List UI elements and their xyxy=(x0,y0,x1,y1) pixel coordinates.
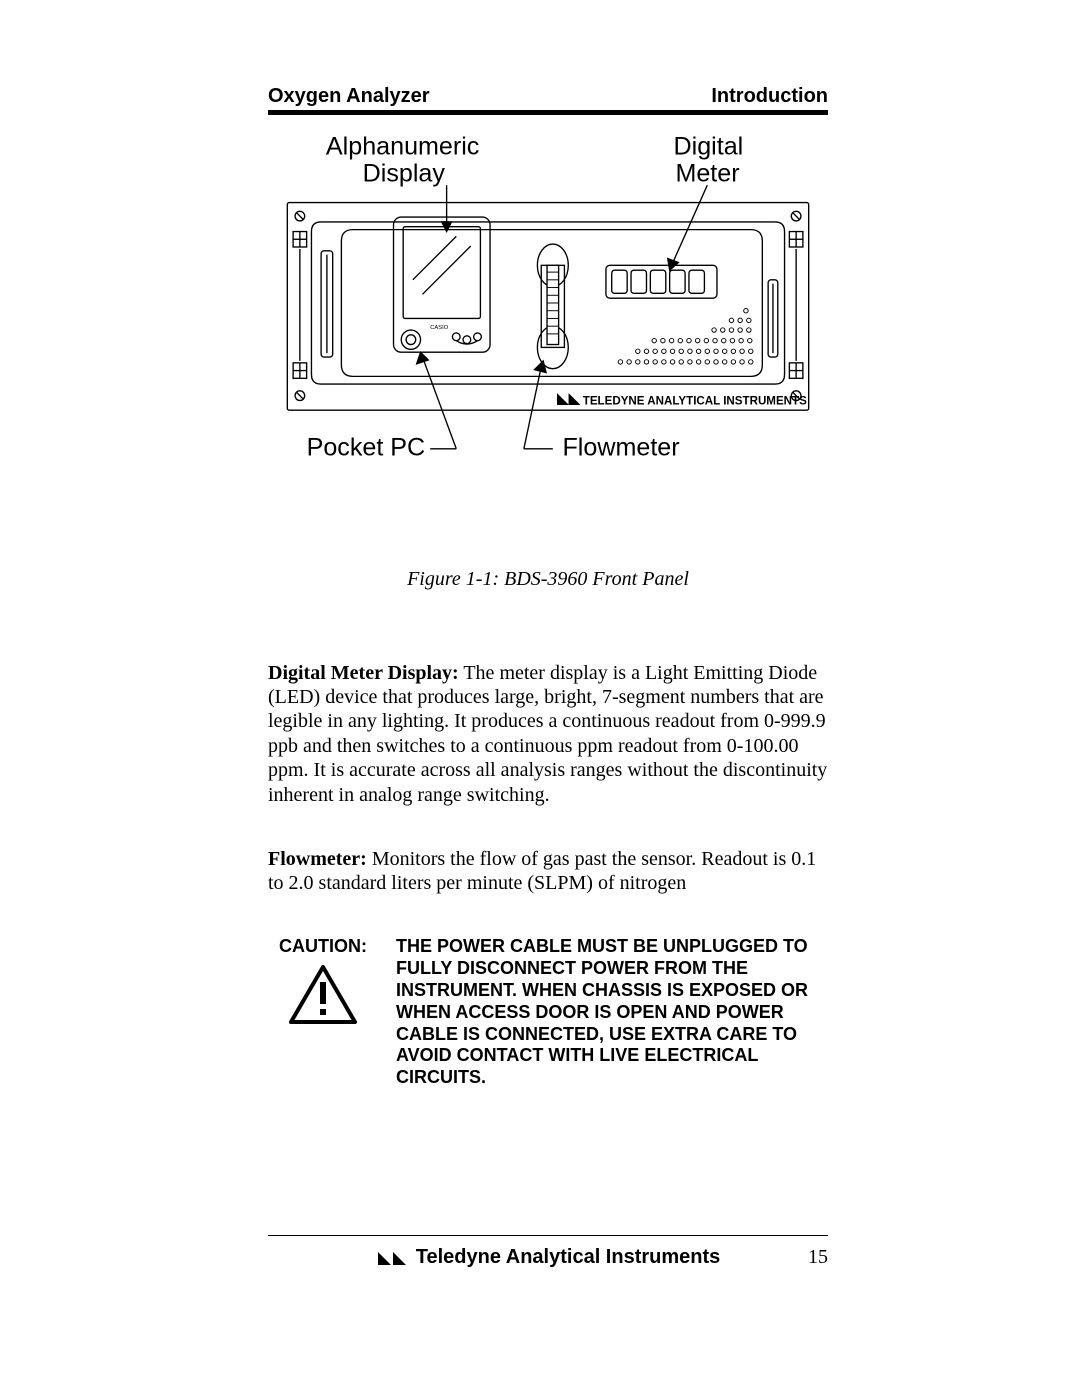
hinge-icon xyxy=(789,363,803,378)
pocket-pc: CASIO xyxy=(394,217,491,352)
label-digital-2: Meter xyxy=(675,159,739,187)
arrow-alphanumeric xyxy=(442,185,452,231)
caution-left-col: CAUTION: xyxy=(268,936,378,1090)
caution-block: CAUTION: THE POWER CABLE MUST BE UNPLUGG… xyxy=(268,936,828,1090)
flowmeter xyxy=(537,244,568,369)
footer-brand: Teledyne Analytical Instruments xyxy=(416,1246,721,1269)
para-lead: Digital Meter Display: xyxy=(268,662,459,684)
header-left: Oxygen Analyzer xyxy=(268,85,430,108)
arrow-digital xyxy=(668,185,708,270)
page-footer: Teledyne Analytical Instruments 15 xyxy=(268,1235,828,1270)
arrow-flowmeter xyxy=(524,361,553,449)
paragraph-flowmeter: Flowmeter: Monitors the flow of gas past… xyxy=(268,847,828,896)
screw-icon xyxy=(295,391,305,401)
footer-rule xyxy=(268,1235,828,1237)
teledyne-logo-icon xyxy=(376,1249,410,1267)
paragraph-digital-meter: Digital Meter Display: The meter display… xyxy=(268,661,828,807)
figure-front-panel: Alphanumeric Display Digital Meter xyxy=(268,135,828,488)
page: Oxygen Analyzer Introduction Alphanumeri… xyxy=(0,0,1080,1397)
vent-holes xyxy=(618,308,753,364)
footer-row: Teledyne Analytical Instruments 15 xyxy=(268,1246,828,1269)
panel-brand: TELEDYNE ANALYTICAL INSTRUMENTS xyxy=(558,395,807,408)
panel-brand-text: TELEDYNE ANALYTICAL INSTRUMENTS xyxy=(583,395,807,407)
front-panel-diagram: Alphanumeric Display Digital Meter xyxy=(268,135,828,483)
pocket-pc-brand: CASIO xyxy=(430,325,448,331)
hinge-icon xyxy=(789,232,803,247)
header-rule xyxy=(268,110,828,115)
label-digital: Digital xyxy=(674,135,744,160)
screw-icon xyxy=(295,211,305,221)
label-alphanumeric: Alphanumeric xyxy=(326,135,479,160)
label-alphanumeric-2: Display xyxy=(363,159,446,187)
hinge-icon xyxy=(293,363,307,378)
digital-meter xyxy=(606,265,717,298)
para-lead: Flowmeter: xyxy=(268,848,367,870)
header-right: Introduction xyxy=(711,85,828,108)
screw-icon xyxy=(791,211,801,221)
figure-caption: Figure 1-1: BDS-3960 Front Panel xyxy=(268,568,828,591)
caution-text: THE POWER CABLE MUST BE UNPLUGGED TO FUL… xyxy=(396,936,828,1090)
page-number: 15 xyxy=(808,1246,828,1269)
caution-label: CAUTION: xyxy=(279,936,367,958)
hinge-icon xyxy=(293,232,307,247)
label-pocket-pc: Pocket PC xyxy=(307,434,426,462)
page-header: Oxygen Analyzer Introduction xyxy=(268,85,828,108)
label-flowmeter: Flowmeter xyxy=(562,434,679,462)
warning-triangle-icon xyxy=(288,964,358,1026)
